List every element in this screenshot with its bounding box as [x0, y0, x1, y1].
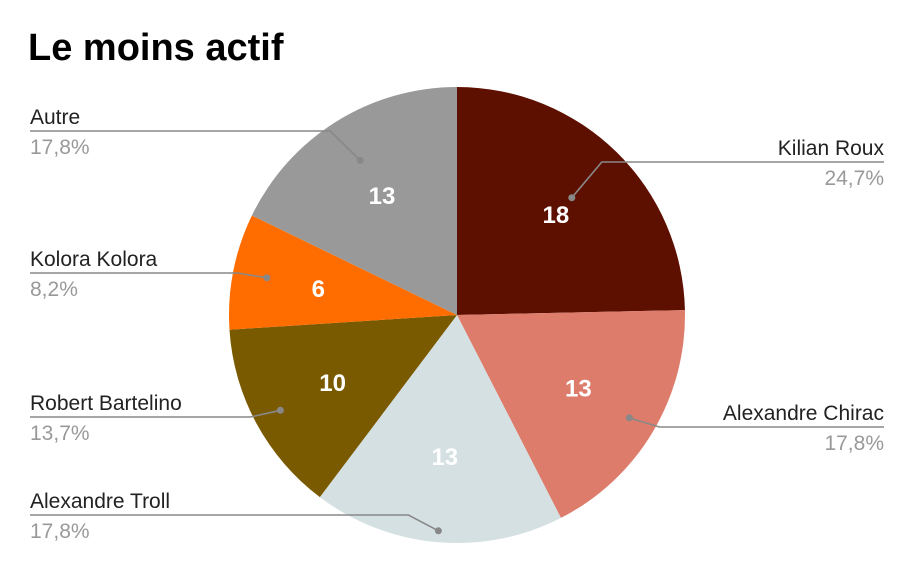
- pie-slice-autre: [251, 87, 457, 315]
- slice-name-robert-bartelino: Robert Bartelino: [30, 392, 182, 415]
- value-label-autre: 13: [369, 183, 396, 210]
- leader-dot-alexandre-chirac: [625, 414, 633, 422]
- leader-line-alexandre-chirac: [629, 417, 884, 428]
- leader-line-autre: [30, 130, 361, 161]
- value-label-kolora-kolora: 6: [312, 276, 325, 303]
- leader-dot-alexandre-troll: [434, 527, 442, 535]
- slice-name-autre: Autre: [30, 106, 80, 129]
- leader-dot-robert-bartelino: [276, 406, 284, 414]
- pie-slice-alexandre-chirac: [457, 310, 686, 518]
- leader-dot-autre: [356, 156, 364, 164]
- slice-percent-alexandre-troll: 17,8%: [30, 520, 90, 543]
- slice-percent-autre: 17,8%: [30, 136, 90, 159]
- slice-percent-alexandre-chirac: 17,8%: [824, 432, 884, 455]
- pie-slices: [228, 86, 686, 544]
- slice-name-alexandre-chirac: Alexandre Chirac: [723, 402, 884, 425]
- slice-name-kilian-roux: Kilian Roux: [778, 137, 885, 160]
- leader-dot-kilian-roux: [568, 194, 576, 202]
- pie-slice-kolora-kolora: [228, 215, 457, 330]
- leader-lines: [30, 130, 884, 535]
- leader-line-kolora-kolora: [30, 272, 267, 279]
- slice-percent-kolora-kolora: 8,2%: [30, 278, 78, 301]
- value-label-kilian-roux: 18: [543, 202, 570, 229]
- leader-dot-kolora-kolora: [263, 274, 271, 282]
- value-label-alexandre-troll: 13: [431, 444, 458, 471]
- pie-slice-alexandre-troll: [319, 315, 561, 544]
- slice-percent-kilian-roux: 24,7%: [824, 167, 884, 190]
- value-label-alexandre-chirac: 13: [565, 375, 592, 402]
- slice-labels: Kilian Roux 24,7% Alexandre Chirac 17,8% Ale…: [30, 106, 884, 543]
- slice-name-alexandre-troll: Alexandre Troll: [30, 490, 170, 513]
- pie-slice-robert-bartelino: [229, 315, 457, 498]
- value-labels: 18 13 13 10 6 13: [312, 183, 592, 471]
- leader-line-robert-bartelino: [30, 409, 281, 418]
- chart-title: Le moins actif: [28, 27, 284, 69]
- slice-name-kolora-kolora: Kolora Kolora: [30, 248, 158, 271]
- leader-line-kilian-roux: [571, 161, 884, 199]
- leader-line-alexandre-troll: [30, 514, 439, 532]
- slice-percent-robert-bartelino: 13,7%: [30, 422, 90, 445]
- value-label-robert-bartelino: 10: [319, 370, 346, 397]
